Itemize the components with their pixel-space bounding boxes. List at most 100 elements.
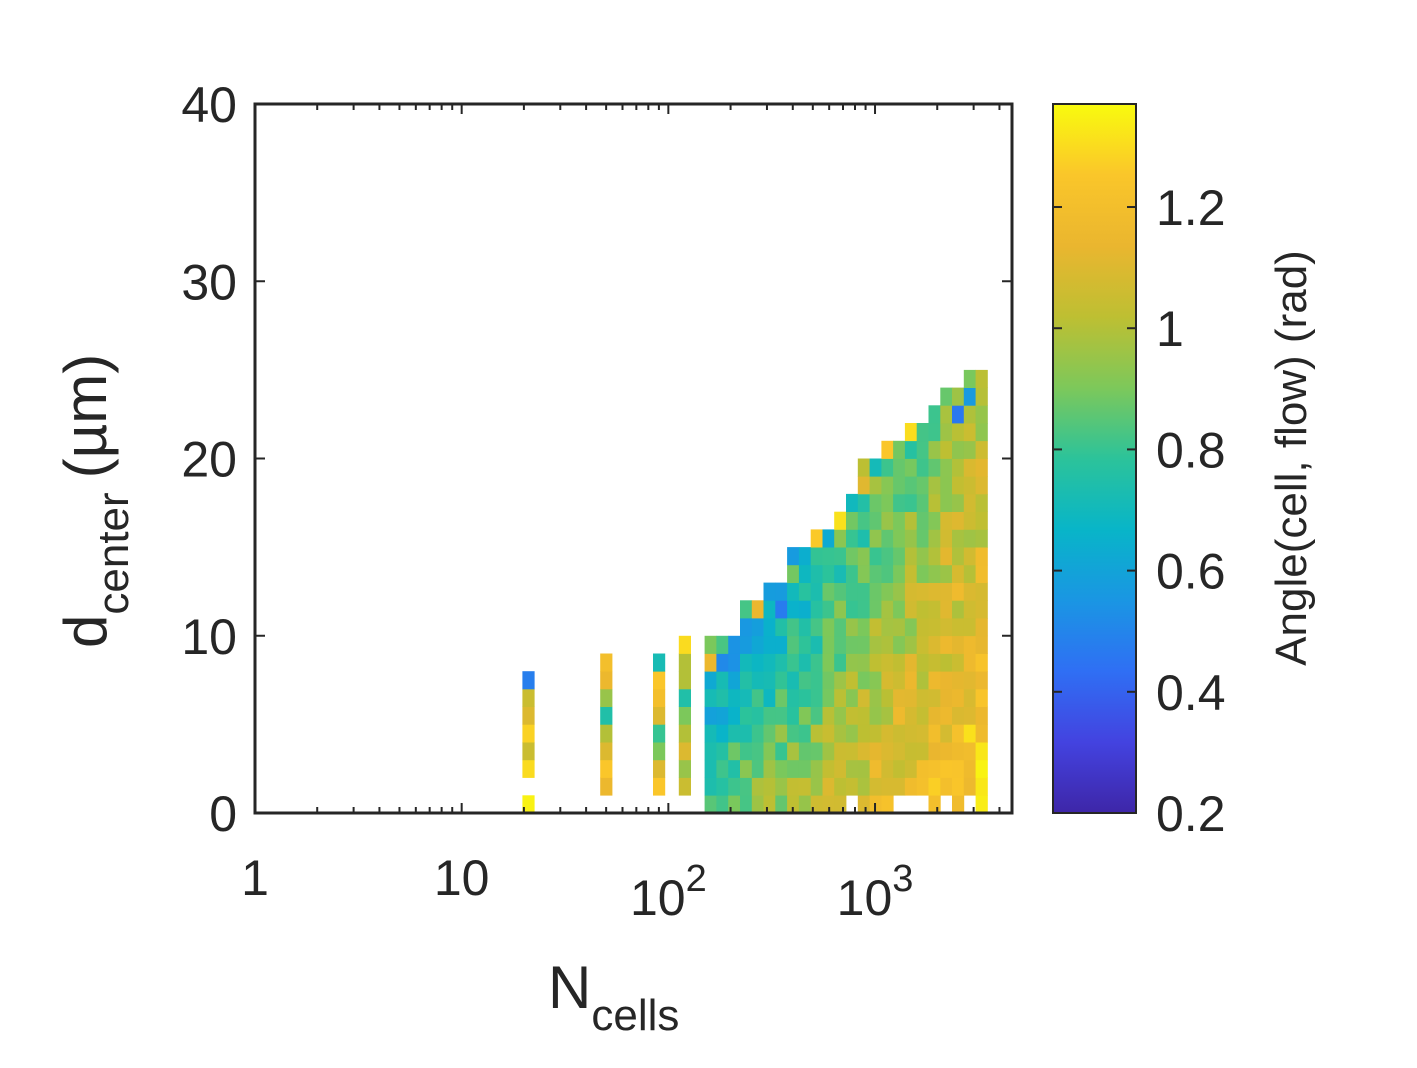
heatmap-cell bbox=[775, 671, 788, 690]
heatmap-cell bbox=[881, 440, 894, 459]
heatmap-cell bbox=[940, 476, 953, 495]
heatmap-cell bbox=[857, 724, 870, 743]
heatmap-cell bbox=[975, 635, 988, 654]
heatmap-cell bbox=[857, 511, 870, 530]
heatmap-cell bbox=[798, 564, 812, 583]
heatmap-cell bbox=[869, 582, 882, 601]
heatmap-cell bbox=[716, 635, 729, 654]
heatmap-cell bbox=[869, 476, 882, 495]
heatmap-cell bbox=[822, 724, 835, 743]
heatmap-cell bbox=[904, 511, 918, 530]
heatmap-cell bbox=[822, 795, 835, 814]
heatmap-cell bbox=[952, 547, 965, 566]
heatmap-cell bbox=[704, 653, 717, 672]
heatmap-cell bbox=[846, 547, 859, 566]
heatmap-cell bbox=[600, 671, 613, 690]
heatmap-cell bbox=[834, 706, 847, 725]
heatmap-cell bbox=[740, 724, 753, 743]
heatmap-cell bbox=[963, 493, 976, 512]
heatmap-cell bbox=[822, 582, 835, 601]
heatmap-cell bbox=[952, 706, 965, 725]
heatmap-cell bbox=[846, 706, 859, 725]
heatmap-cell bbox=[751, 795, 764, 814]
heatmap-cell bbox=[928, 671, 941, 690]
heatmap-cell bbox=[716, 653, 729, 672]
heatmap-cell bbox=[716, 742, 729, 761]
heatmap-cell bbox=[916, 582, 929, 601]
heatmap-cell bbox=[893, 582, 906, 601]
heatmap-cell bbox=[798, 777, 812, 796]
heatmap-cell bbox=[928, 458, 941, 477]
heatmap-cell bbox=[940, 777, 953, 796]
heatmap-cell bbox=[881, 493, 894, 512]
heatmap-cell bbox=[522, 759, 535, 778]
heatmap-cell bbox=[522, 706, 535, 725]
heatmap-cell bbox=[716, 671, 729, 690]
heatmap-cell bbox=[904, 547, 918, 566]
heatmap-cell bbox=[940, 529, 953, 548]
heatmap-cell bbox=[916, 493, 929, 512]
heatmap-cell bbox=[904, 777, 918, 796]
heatmap-cell bbox=[704, 795, 717, 814]
heatmap-cell bbox=[728, 653, 741, 672]
heatmap-cell bbox=[893, 618, 906, 637]
heatmap-cell bbox=[787, 582, 800, 601]
heatmap-cell bbox=[600, 759, 613, 778]
heatmap-cell bbox=[963, 600, 976, 619]
heatmap-cell bbox=[963, 618, 976, 637]
heatmap-cell bbox=[834, 742, 847, 761]
heatmap-cell bbox=[975, 671, 988, 690]
heatmap-cell bbox=[881, 511, 894, 530]
heatmap-cell bbox=[857, 476, 870, 495]
heatmap-cell bbox=[678, 671, 691, 690]
heatmap-cell bbox=[975, 618, 988, 637]
heatmap-cell bbox=[975, 724, 988, 743]
heatmap-cell bbox=[810, 777, 823, 796]
heatmap-cell bbox=[975, 706, 988, 725]
heatmap-cell bbox=[928, 635, 941, 654]
heatmap-cell bbox=[940, 547, 953, 566]
heatmap-cell bbox=[916, 635, 929, 654]
heatmap-cell bbox=[869, 600, 882, 619]
heatmap-cell bbox=[678, 653, 691, 672]
heatmap-cell bbox=[678, 777, 691, 796]
heatmap-cell bbox=[857, 706, 870, 725]
heatmap-cell bbox=[904, 671, 918, 690]
heatmap-cell bbox=[822, 564, 835, 583]
heatmap-cell bbox=[881, 458, 894, 477]
heatmap-cell bbox=[975, 529, 988, 548]
heatmap-cell bbox=[940, 635, 953, 654]
heatmap-cell bbox=[522, 724, 535, 743]
heatmap-cell bbox=[893, 671, 906, 690]
heatmap-cell bbox=[787, 706, 800, 725]
heatmap-cell bbox=[963, 564, 976, 583]
heatmap-cell bbox=[952, 600, 965, 619]
heatmap-cell bbox=[940, 423, 953, 442]
heatmap-cell bbox=[975, 369, 988, 388]
heatmap-cell bbox=[787, 777, 800, 796]
y-tick-label: 0 bbox=[209, 786, 237, 842]
x-tick-label: 1 bbox=[241, 850, 269, 906]
heatmap-cell bbox=[810, 724, 823, 743]
heatmap-cell bbox=[846, 724, 859, 743]
heatmap-cell bbox=[834, 635, 847, 654]
heatmap-cell bbox=[963, 476, 976, 495]
heatmap-cell bbox=[916, 653, 929, 672]
heatmap-cell bbox=[940, 564, 953, 583]
heatmap-cell bbox=[963, 369, 976, 388]
heatmap-cell bbox=[963, 405, 976, 424]
heatmap-cell bbox=[846, 653, 859, 672]
heatmap-cell bbox=[798, 618, 812, 637]
heatmap-cell bbox=[881, 688, 894, 707]
heatmap-cell bbox=[740, 688, 753, 707]
heatmap-cell bbox=[963, 706, 976, 725]
heatmap-cell bbox=[822, 688, 835, 707]
heatmap-cell bbox=[975, 547, 988, 566]
heatmap-cell bbox=[653, 653, 666, 672]
heatmap-cell bbox=[600, 777, 613, 796]
heatmap-cell bbox=[728, 635, 741, 654]
heatmap-cell bbox=[751, 706, 764, 725]
heatmap-cell bbox=[751, 671, 764, 690]
heatmap-cell bbox=[904, 724, 918, 743]
heatmap-cell bbox=[881, 618, 894, 637]
